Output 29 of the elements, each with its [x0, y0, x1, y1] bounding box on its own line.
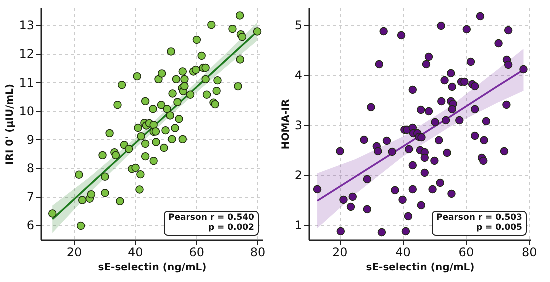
y-tick-label: 4 — [294, 68, 302, 82]
y-tick-label: 9 — [26, 132, 34, 147]
y-tick-label: 7 — [26, 190, 34, 204]
y-tick-label: 11 — [19, 76, 34, 90]
y-tick-label: 6 — [26, 218, 34, 233]
x-tick-label: 20 — [66, 246, 82, 260]
y-tick-label: 8 — [26, 162, 34, 176]
x-tick-label: 80 — [250, 246, 266, 260]
y-tick-label: 12 — [19, 47, 34, 62]
x-tick-label: 20 — [332, 246, 348, 260]
annotation: Pearson r = 0.540 — [168, 212, 254, 222]
annotation: Pearson r = 0.503 — [436, 212, 522, 222]
annotation: p = 0.005 — [476, 223, 522, 234]
y-tick-label: 5 — [294, 18, 302, 32]
x-tick-label: 60 — [458, 246, 474, 260]
y-tick-label: 3 — [294, 118, 302, 132]
y-tick-label: 13 — [19, 18, 34, 33]
x-axis-title: sE-selectin (ng/mL) — [366, 262, 475, 274]
x-tick-label: 60 — [189, 246, 204, 260]
y-tick-label: 10 — [19, 104, 34, 118]
x-tick-label: 40 — [128, 246, 144, 260]
annotation: p = 0.002 — [208, 223, 254, 234]
y-tick-label: 1 — [294, 218, 302, 232]
x-axis-title: sE-selectin (ng/mL) — [98, 262, 207, 274]
x-tick-label: 40 — [396, 246, 411, 260]
x-tick-label: 80 — [522, 246, 538, 260]
y-tick-label: 2 — [294, 168, 302, 182]
y-axis-title: HOMA-IR — [280, 99, 292, 150]
y-axis-title: IRI 0' (µIU/mL) — [5, 84, 16, 165]
